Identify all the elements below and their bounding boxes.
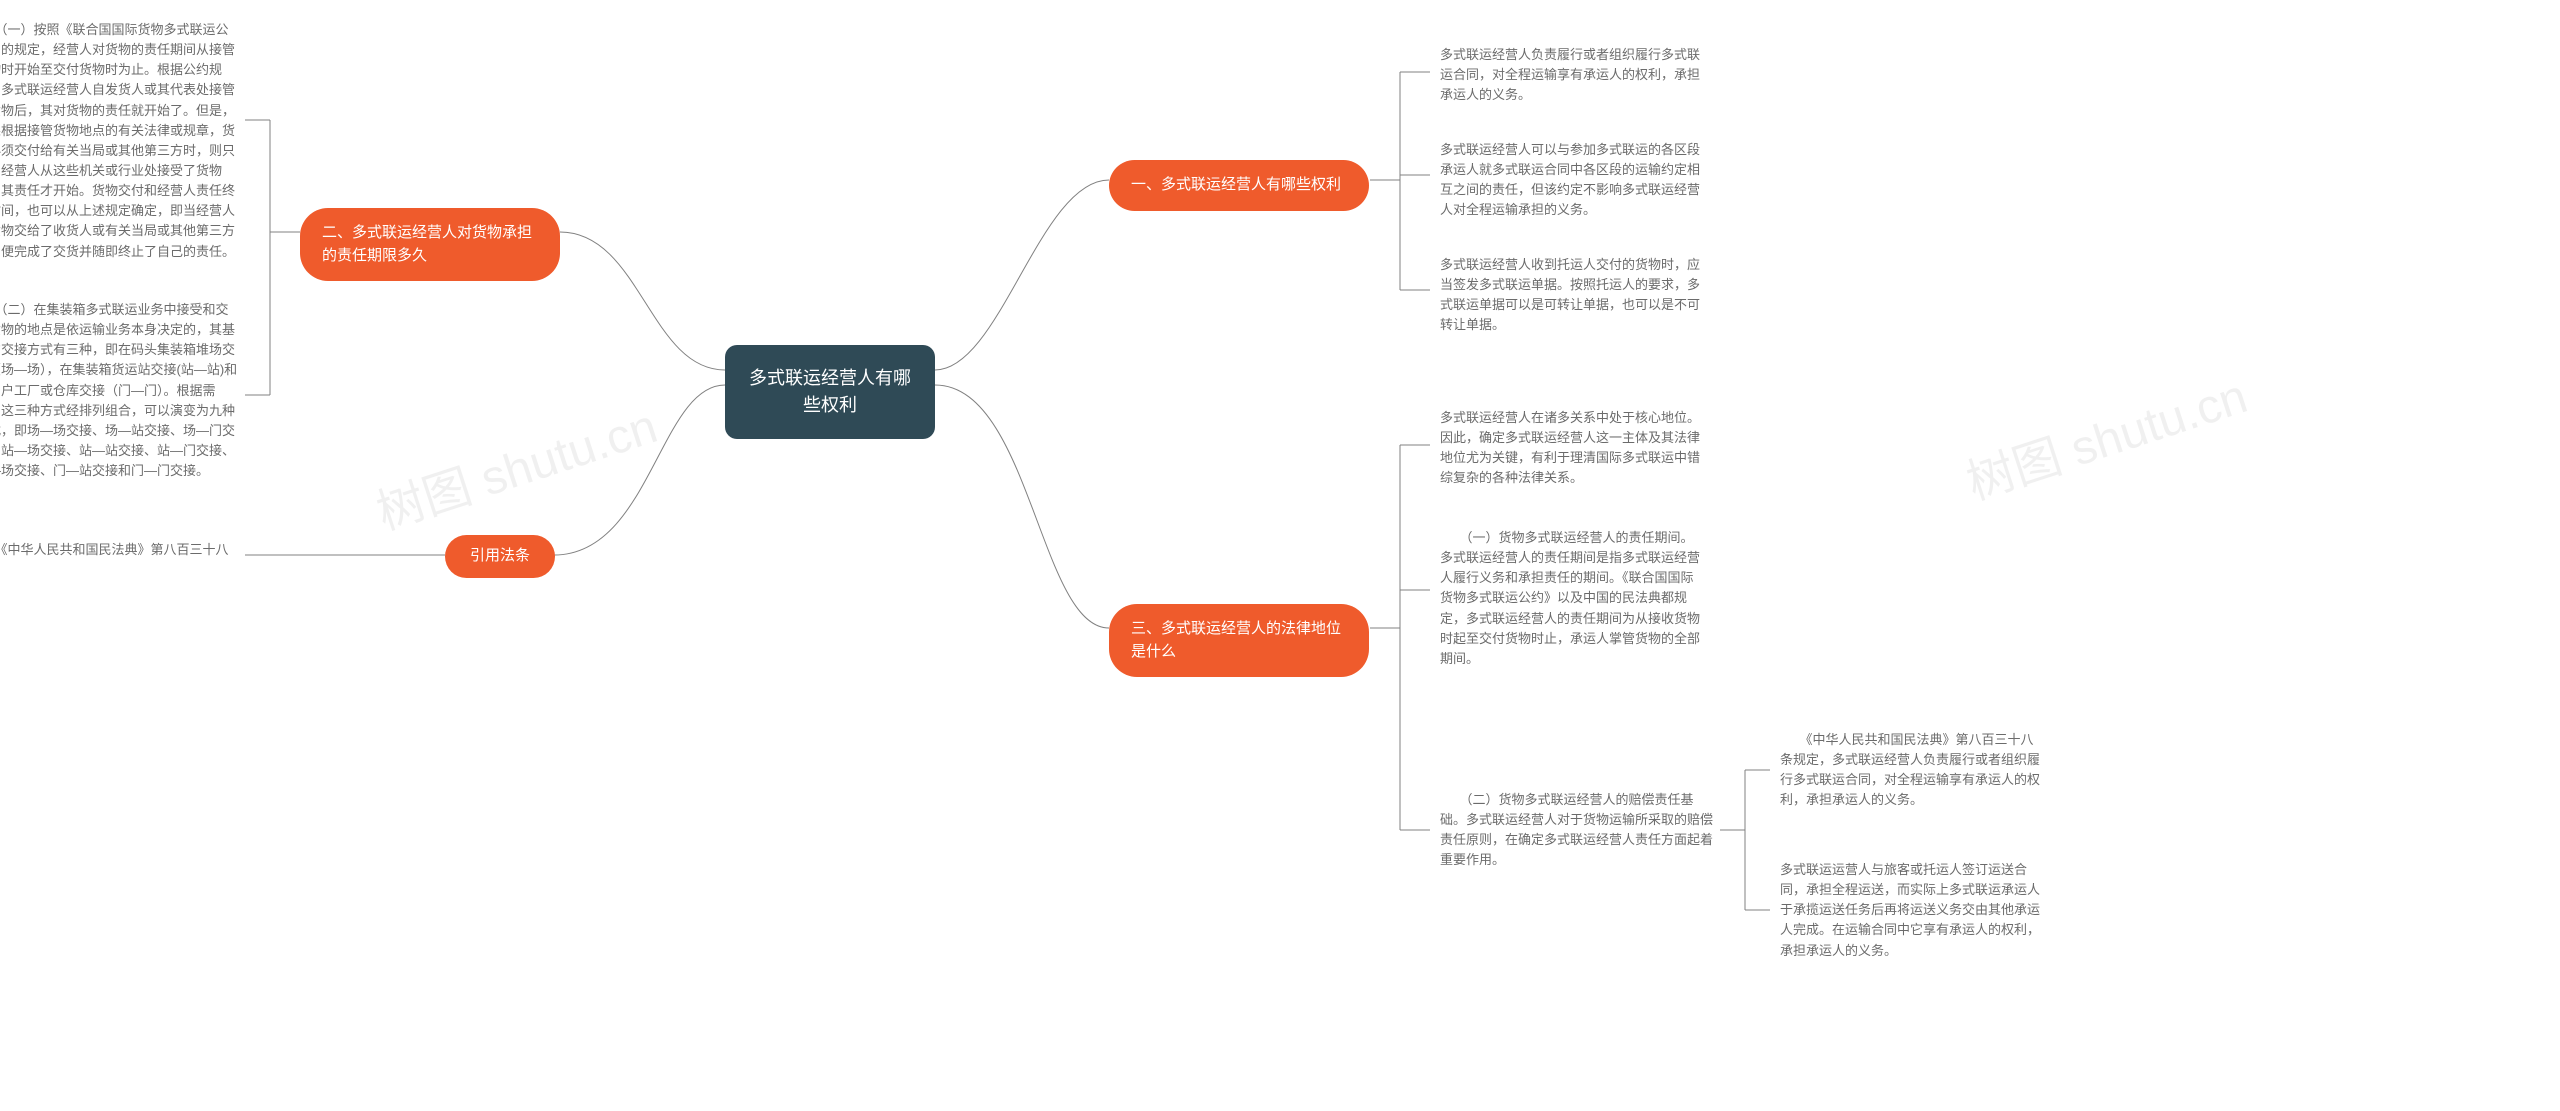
watermark: 树图 shutu.cn — [1956, 357, 2254, 513]
leaf-b1l2: 多式联运经营人可以与参加多式联运的各区段承运人就多式联运合同中各区段的运输约定相… — [1440, 140, 1700, 221]
branch-b3-label: 三、多式联运经营人的法律地位是什么 — [1131, 620, 1341, 660]
branch-b3: 三、多式联运经营人的法律地位是什么 — [1109, 604, 1369, 677]
leaf-b3l3: （二）货物多式联运经营人的赔偿责任基础。多式联运经营人对于货物运输所采取的赔偿责… — [1440, 790, 1715, 871]
leaf-b1l1: 多式联运经营人负责履行或者组织履行多式联运合同，对全程运输享有承运人的权利，承担… — [1440, 45, 1700, 105]
leaf-b1l3: 多式联运经营人收到托运人交付的货物时，应当签发多式联运单据。按照托运人的要求，多… — [1440, 255, 1700, 336]
branch-b2: 二、多式联运经营人对货物承担的责任期限多久 — [300, 208, 560, 281]
branch-b1: 一、多式联运经营人有哪些权利 — [1109, 160, 1369, 211]
center-node: 多式联运经营人有哪些权利 — [725, 345, 935, 439]
leaf-b4l1: [1]《中华人民共和国民法典》第八百三十八条 — [0, 540, 240, 580]
leaf-b3l3s2: 多式联运运营人与旅客或托运人签订运送合同，承担全程运送，而实际上多式联运承运人于… — [1780, 860, 2040, 961]
leaf-b2l2: （二）在集装箱多式联运业务中接受和交付货物的地点是依运输业务本身决定的，其基本的… — [0, 300, 240, 481]
leaf-b2l1: （一）按照《联合国国际货物多式联运公约》的规定，经营人对货物的责任期间从接管货物… — [0, 20, 240, 262]
leaf-b3l2: （一）货物多式联运经营人的责任期间。多式联运经营人的责任期间是指多式联运经营人履… — [1440, 528, 1700, 669]
leaf-b3l1: 多式联运经营人在诸多关系中处于核心地位。因此，确定多式联运经营人这一主体及其法律… — [1440, 408, 1700, 489]
branch-b2-label: 二、多式联运经营人对货物承担的责任期限多久 — [322, 224, 532, 264]
center-label: 多式联运经营人有哪些权利 — [749, 368, 911, 415]
leaf-b3l3s1: 《中华人民共和国民法典》第八百三十八条规定，多式联运经营人负责履行或者组织履行多… — [1780, 730, 2040, 811]
watermark: 树图 shutu.cn — [366, 387, 664, 543]
branch-b1-label: 一、多式联运经营人有哪些权利 — [1131, 176, 1341, 193]
branch-b4-label: 引用法条 — [470, 547, 530, 564]
branch-b4: 引用法条 — [445, 535, 555, 578]
